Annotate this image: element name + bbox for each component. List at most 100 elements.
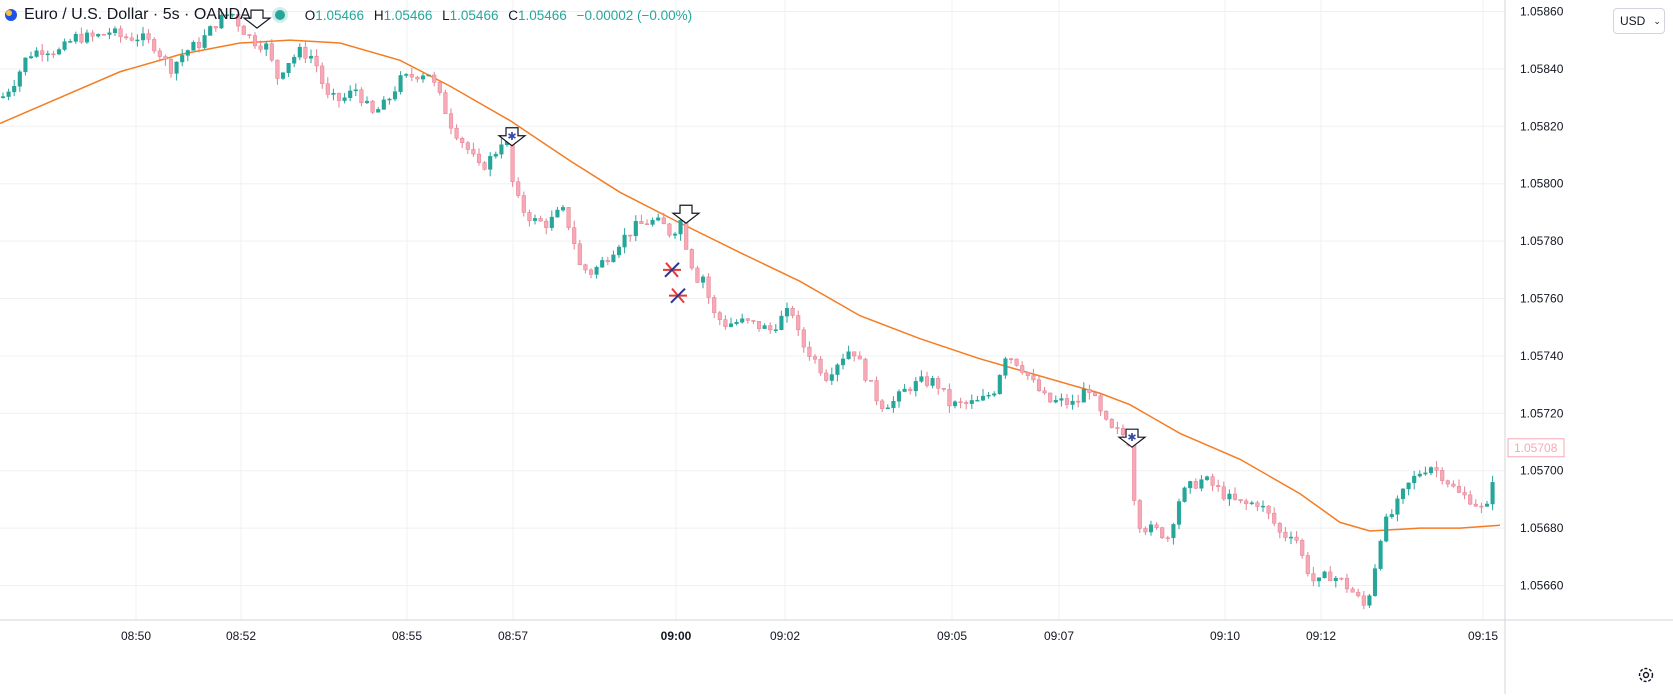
candle-body	[477, 154, 481, 163]
candle-body	[1384, 517, 1388, 541]
candle-body	[85, 33, 89, 42]
candle-body	[1065, 399, 1069, 405]
candle-body	[668, 224, 672, 235]
candle-body	[1121, 428, 1125, 434]
y-tick-label: 1.05660	[1520, 579, 1564, 593]
candle-body	[852, 352, 856, 356]
candle-body	[1076, 401, 1080, 402]
candle-body	[119, 29, 123, 37]
candle-body	[1228, 494, 1232, 499]
candle-body	[1312, 574, 1316, 581]
candle-body	[108, 33, 112, 35]
candle-body	[584, 265, 588, 270]
candle-body	[208, 26, 212, 35]
candle-body	[1256, 503, 1260, 507]
candle-body	[35, 51, 39, 57]
cross-marker-icon	[669, 289, 687, 303]
x-tick-label: 09:02	[770, 629, 800, 643]
candle-body	[572, 228, 576, 244]
candle-body	[354, 90, 358, 91]
candle-body	[1200, 480, 1204, 489]
y-tick-label: 1.05700	[1520, 464, 1564, 478]
candle-body	[1267, 506, 1271, 513]
candle-body	[7, 92, 11, 97]
candle-body	[1306, 556, 1310, 574]
candle-body	[410, 74, 414, 77]
gear-icon[interactable]	[1637, 666, 1655, 684]
candle-body	[987, 395, 991, 396]
candle-body	[1261, 506, 1265, 507]
candle-body	[729, 324, 733, 327]
candle-body	[292, 57, 296, 63]
candle-body	[1418, 474, 1422, 476]
low-label: L	[442, 8, 450, 23]
candle-body	[903, 389, 907, 391]
candle-body	[80, 34, 84, 42]
change-value: −0.00002 (−0.00%)	[577, 8, 693, 23]
candle-body	[796, 315, 800, 329]
candle-body	[1480, 506, 1484, 507]
symbol-title[interactable]: Euro / U.S. Dollar · 5s · OANDA	[24, 6, 251, 24]
candle-body	[1345, 578, 1349, 589]
candle-body	[298, 47, 302, 57]
candle-body	[169, 59, 173, 73]
candle-body	[1172, 524, 1176, 537]
candle-body	[908, 389, 912, 391]
candle-body	[763, 326, 767, 329]
candle-body	[964, 402, 968, 403]
candle-body	[1491, 482, 1495, 504]
candle-body	[1328, 572, 1332, 581]
currency-unit-value: USD	[1620, 14, 1645, 28]
candle-body	[68, 41, 72, 42]
candle-body	[1026, 372, 1030, 375]
candle-body	[1452, 484, 1456, 486]
candle-body	[382, 100, 386, 110]
open-label: O	[305, 8, 316, 23]
candle-body	[858, 356, 862, 359]
candle-body	[1004, 359, 1008, 376]
candle-body	[1144, 529, 1148, 532]
candle-body	[1424, 473, 1428, 474]
candle-body	[740, 319, 744, 323]
candle-body	[164, 57, 168, 60]
candle-body	[175, 62, 179, 73]
candle-body	[404, 74, 408, 75]
candle-body	[970, 400, 974, 403]
candle-body	[1071, 401, 1075, 404]
candle-body	[1211, 477, 1215, 486]
candle-body	[1362, 596, 1366, 605]
market-status-icon	[275, 10, 285, 20]
candle-body	[1054, 400, 1058, 402]
candle-body	[40, 51, 44, 55]
candle-body	[1463, 492, 1467, 494]
candle-body	[483, 163, 487, 170]
candle-body	[819, 359, 823, 373]
candle-body	[365, 101, 369, 103]
candle-body	[813, 357, 817, 360]
candle-body	[824, 373, 828, 381]
candle-body	[24, 58, 28, 72]
candle-body	[628, 235, 632, 236]
candle-body	[360, 90, 364, 103]
candle-body	[203, 35, 207, 47]
candle-body	[46, 54, 50, 55]
close-label: C	[508, 8, 518, 23]
candle-body	[1009, 359, 1013, 360]
candle-body	[1401, 489, 1405, 499]
candle-body	[556, 210, 560, 217]
y-tick-label: 1.05800	[1520, 177, 1564, 191]
cross-marker-icon	[663, 263, 681, 277]
high-label: H	[374, 8, 384, 23]
candle-body	[780, 316, 784, 330]
currency-unit-select[interactable]: USD ⌄	[1613, 8, 1665, 34]
candle-body	[1032, 376, 1036, 380]
candle-body	[1104, 411, 1108, 419]
candle-body	[1043, 391, 1047, 393]
candle-body	[869, 380, 873, 381]
chart-header: Euro / U.S. Dollar · 5s · OANDA O1.05466…	[4, 4, 698, 26]
candle-body	[180, 55, 184, 62]
candle-body	[332, 93, 336, 94]
candle-body	[1082, 389, 1086, 402]
